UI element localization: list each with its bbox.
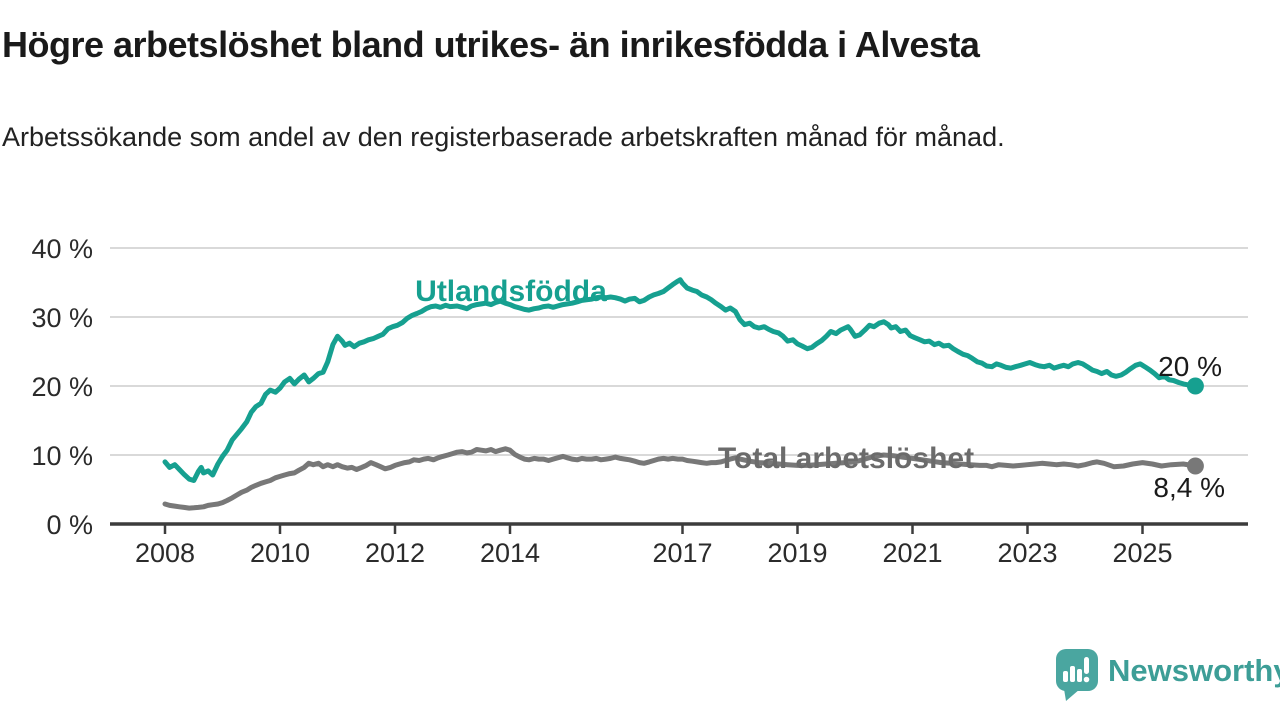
y-tick-label-0: 0 %: [46, 510, 93, 540]
grid-layer: 0 % 10 % 20 % 30 % 40 % 2008 2010 2012 2014 2017 2…: [31, 234, 1248, 568]
x-tick-label-2012: 2012: [365, 538, 425, 568]
y-tick-label-20: 20 %: [31, 372, 93, 402]
brand-footer: Newsworthy: [1056, 649, 1280, 702]
end-value-label-total: 8,4 %: [1153, 472, 1225, 503]
x-tick-label-2008: 2008: [135, 538, 195, 568]
y-tick-label-10: 10 %: [31, 441, 93, 471]
x-tick-label-2019: 2019: [767, 538, 827, 568]
series-label-total-arbetsloshet: Total arbetslöshet: [718, 442, 974, 475]
newsworthy-logo-icon: [1056, 649, 1098, 701]
series-end-dot-1: [1186, 457, 1204, 475]
x-tick-label-2021: 2021: [882, 538, 942, 568]
series-line-1: [162, 446, 1198, 511]
brand-name: Newsworthy: [1108, 653, 1280, 688]
y-tick-label-30: 30 %: [31, 303, 93, 333]
series-line-0: [162, 277, 1198, 483]
x-tick-label-2010: 2010: [250, 538, 310, 568]
series-label-utlandsfodda: Utlandsfödda: [415, 275, 607, 308]
x-tick-label-2025: 2025: [1112, 538, 1172, 568]
end-value-label-utlandsfodda: 20 %: [1158, 351, 1222, 382]
x-tick-label-2017: 2017: [652, 538, 712, 568]
x-tick-label-2014: 2014: [480, 538, 540, 568]
x-tick-label-2023: 2023: [997, 538, 1057, 568]
y-tick-label-40: 40 %: [31, 234, 93, 264]
series-end-dot-0: [1186, 377, 1204, 395]
chart-subtitle: Arbetssökande som andel av den registerb…: [2, 122, 1005, 152]
series-layer: [162, 277, 1204, 511]
page-title: Högre arbetslöshet bland utrikes- än inr…: [2, 24, 980, 65]
